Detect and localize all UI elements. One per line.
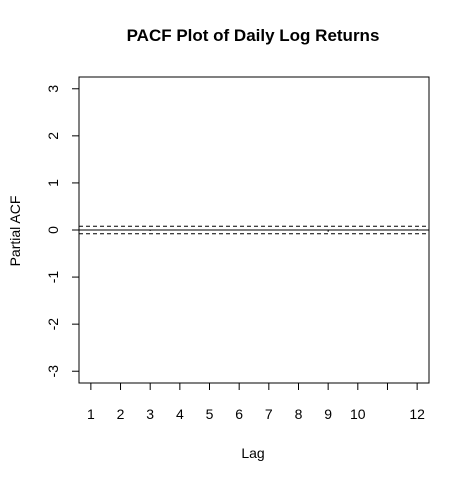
y-axis-label: Partial ACF xyxy=(7,196,23,267)
x-tick-label: 7 xyxy=(265,406,273,422)
x-tick-label: 4 xyxy=(176,406,184,422)
x-tick-label: 2 xyxy=(117,406,125,422)
y-tick-label: 0 xyxy=(45,226,61,234)
y-tick-label: 2 xyxy=(45,132,61,140)
x-tick-label: 5 xyxy=(206,406,214,422)
y-tick-label: -2 xyxy=(45,318,61,331)
x-tick-label: 10 xyxy=(350,406,366,422)
y-tick-label: -3 xyxy=(45,365,61,378)
y-tick-label: -1 xyxy=(45,271,61,284)
x-tick-label: 9 xyxy=(324,406,332,422)
x-tick-label: 1 xyxy=(87,406,95,422)
x-tick-label: 6 xyxy=(235,406,243,422)
x-tick-label: 8 xyxy=(295,406,303,422)
y-tick-label: 3 xyxy=(45,85,61,93)
x-axis-label: Lag xyxy=(241,445,264,461)
chart-title: PACF Plot of Daily Log Returns xyxy=(127,26,380,45)
x-tick-label: 12 xyxy=(409,406,425,422)
x-tick-label: 3 xyxy=(146,406,154,422)
y-tick-label: 1 xyxy=(45,179,61,187)
